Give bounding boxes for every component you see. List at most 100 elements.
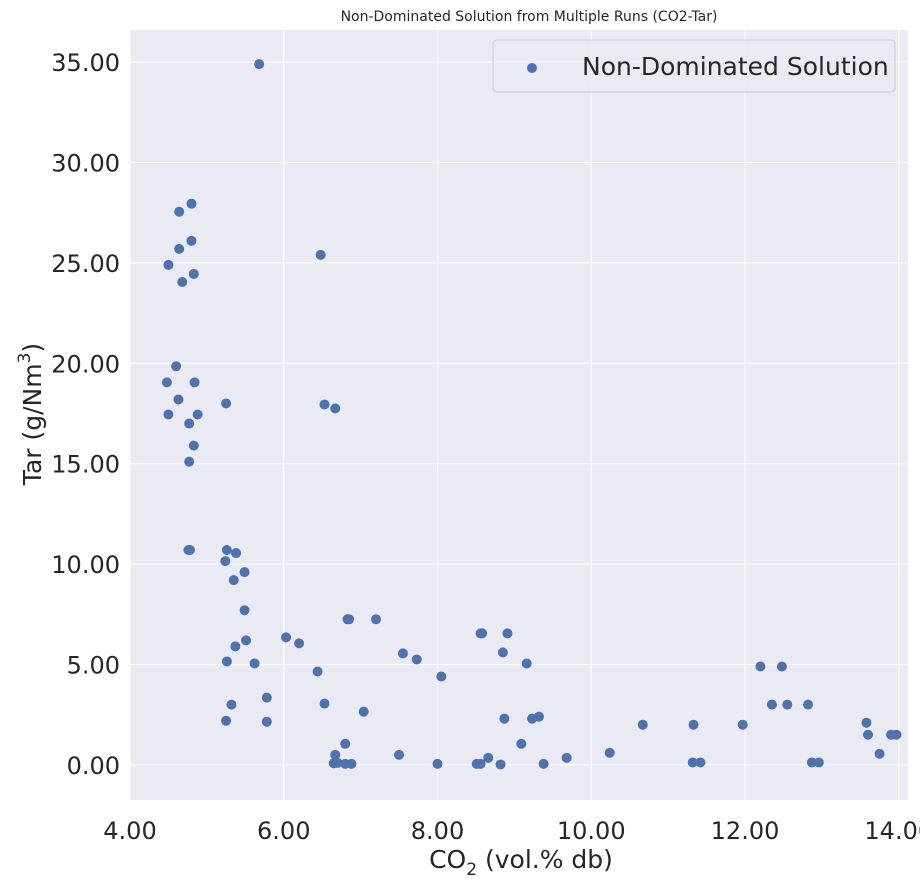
- data-point: [803, 699, 814, 710]
- data-point: [186, 235, 197, 246]
- data-point: [163, 409, 174, 420]
- data-point: [687, 757, 698, 768]
- data-point: [346, 758, 357, 769]
- data-point: [863, 729, 874, 740]
- data-point: [344, 614, 355, 625]
- y-tick-label: 0.00: [67, 752, 120, 780]
- data-point: [411, 654, 422, 665]
- x-axis-title-rest: (vol.% db): [477, 845, 613, 874]
- x-tick-label: 4.00: [103, 817, 156, 845]
- data-point: [174, 206, 185, 217]
- data-point: [231, 548, 242, 559]
- data-point: [604, 747, 615, 758]
- y-axis-title: Tar (g/Nm3): [15, 343, 47, 486]
- data-point: [226, 699, 237, 710]
- data-point: [495, 759, 506, 770]
- y-tick-label: 30.00: [51, 150, 120, 178]
- data-point: [221, 656, 232, 667]
- x-tick-labels: 4.00 6.00 8.00 10.00 12.00 14.00: [103, 817, 920, 845]
- data-point: [533, 711, 544, 722]
- y-tick-label: 35.00: [51, 49, 120, 77]
- data-point: [874, 748, 885, 759]
- data-point: [330, 403, 341, 414]
- data-point: [186, 198, 197, 209]
- y-axis-title-rest: ): [18, 343, 47, 353]
- y-tick-label: 5.00: [67, 651, 120, 679]
- data-points: [161, 59, 902, 770]
- data-point: [521, 658, 532, 669]
- legend-box: [492, 39, 896, 93]
- legend-marker: [527, 63, 537, 73]
- chart-title: Non-Dominated Solution from Multiple Run…: [341, 9, 718, 25]
- x-tick-label: 14.00: [864, 817, 920, 845]
- data-point: [483, 752, 494, 763]
- data-point: [340, 738, 351, 749]
- data-point: [497, 647, 508, 658]
- data-point: [477, 628, 488, 639]
- data-point: [436, 671, 447, 682]
- data-point: [294, 638, 305, 649]
- data-point: [221, 715, 232, 726]
- data-point: [394, 749, 405, 760]
- x-axis-title-main: CO: [429, 845, 466, 874]
- data-point: [637, 719, 648, 730]
- x-axis-title: CO2 (vol.% db): [429, 845, 613, 880]
- data-point: [861, 717, 872, 728]
- data-point: [163, 259, 174, 270]
- data-point: [184, 545, 195, 556]
- data-point: [221, 398, 232, 409]
- data-point: [161, 377, 172, 388]
- legend-label: Non-Dominated Solution: [582, 52, 889, 81]
- data-point: [561, 752, 572, 763]
- x-tick-label: 8.00: [411, 817, 464, 845]
- data-point: [221, 545, 232, 556]
- data-point: [174, 243, 185, 254]
- data-point: [332, 757, 343, 768]
- data-point: [475, 758, 486, 769]
- data-point: [755, 661, 766, 672]
- data-point: [261, 716, 272, 727]
- x-tick-label: 6.00: [257, 817, 310, 845]
- data-point: [171, 361, 182, 372]
- data-point: [230, 641, 241, 652]
- data-point: [499, 713, 510, 724]
- data-point: [371, 614, 382, 625]
- legend: Non-Dominated Solution: [492, 39, 896, 93]
- data-point: [239, 567, 250, 578]
- data-point: [254, 59, 265, 70]
- data-point: [688, 719, 699, 730]
- data-point: [813, 757, 824, 768]
- plot-area: [130, 30, 908, 800]
- x-axis-title-subscript: 2: [466, 860, 477, 880]
- data-point: [516, 738, 527, 749]
- data-point: [192, 409, 203, 420]
- data-point: [241, 635, 252, 646]
- y-tick-labels: 0.00 5.00 10.00 15.00 20.00 25.00 30.00 35.00: [51, 49, 120, 780]
- x-tick-label: 12.00: [711, 817, 780, 845]
- data-point: [261, 692, 272, 703]
- data-point: [184, 456, 195, 467]
- data-point: [177, 276, 188, 287]
- y-tick-label: 20.00: [51, 350, 120, 378]
- data-point: [315, 249, 326, 260]
- data-point: [173, 394, 184, 405]
- data-point: [782, 699, 793, 710]
- data-point: [319, 698, 330, 709]
- data-point: [249, 658, 260, 669]
- y-axis-title-superscript: 3: [15, 353, 35, 364]
- data-point: [766, 699, 777, 710]
- data-point: [695, 757, 706, 768]
- x-tick-label: 10.00: [557, 817, 626, 845]
- data-point: [188, 440, 199, 451]
- data-point: [538, 758, 549, 769]
- data-point: [397, 648, 408, 659]
- data-point: [502, 628, 513, 639]
- y-axis-title-main: Tar (g/Nm: [18, 363, 47, 486]
- data-point: [358, 706, 369, 717]
- data-point: [330, 749, 341, 760]
- data-point: [432, 758, 443, 769]
- data-point: [776, 661, 787, 672]
- data-point: [184, 418, 195, 429]
- data-point: [312, 666, 323, 677]
